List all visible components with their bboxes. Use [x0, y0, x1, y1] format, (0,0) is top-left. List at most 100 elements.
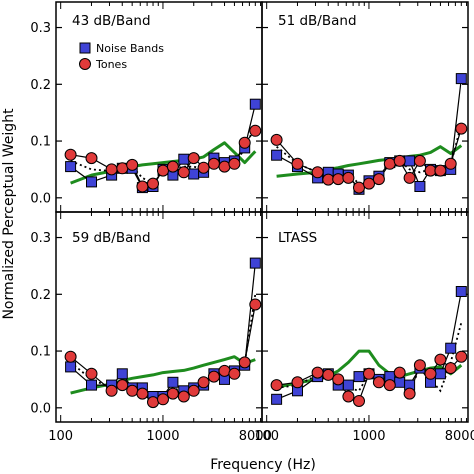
tone-point [136, 180, 149, 193]
tone-point [444, 157, 457, 170]
tone-point [322, 368, 335, 381]
noise-band-point [86, 379, 97, 391]
tone-point [455, 350, 468, 363]
tone-point [64, 148, 77, 161]
x-tick-label: 1000 [352, 429, 385, 444]
noise-band-point [271, 149, 283, 161]
tone-point [136, 387, 149, 400]
tone-point [270, 379, 283, 392]
tone-point [177, 166, 190, 179]
tone-point [270, 133, 283, 146]
y-tick-label: 0.2 [30, 78, 51, 93]
noise-band-point [116, 368, 128, 380]
panel-title: 59 dB/Band [72, 230, 151, 246]
tone-point [393, 366, 406, 379]
noise-band-point [445, 342, 457, 354]
tone-point [147, 396, 159, 409]
tone-point [105, 163, 118, 176]
y-axis-label: Normalized Perceptual Weight [1, 108, 17, 320]
y-tick-label: 0.0 [30, 401, 51, 416]
tone-point [126, 158, 139, 171]
tone-point [238, 356, 251, 369]
tone-point [403, 171, 416, 184]
panel-2: 51 dB/Band [261, 1, 469, 213]
tone-point [383, 157, 396, 170]
tone-point [197, 376, 210, 389]
noise-band-point [249, 98, 261, 110]
panels-group: 0.00.10.20.3 43 dB/Band 51 dB/Band0.00.10.… [30, 1, 474, 444]
x-tick-label: 1000 [146, 429, 179, 444]
tone-point [218, 160, 231, 173]
noise-band-point [65, 361, 77, 373]
tone-point [157, 393, 169, 406]
noise-band-point [455, 286, 467, 297]
noise-band-point [353, 371, 365, 383]
legend-tones-marker [79, 58, 91, 70]
tone-point [85, 367, 98, 380]
tone-point [197, 161, 210, 174]
tone-point [413, 359, 426, 372]
tone-point [342, 171, 355, 184]
tone-point [363, 177, 375, 190]
tone-point [372, 376, 385, 389]
noise-band-point [271, 393, 283, 405]
tone-point [424, 164, 437, 177]
noise-band-point [249, 257, 261, 269]
tone-point [444, 362, 457, 375]
noise-band-point [86, 176, 97, 188]
tone-point [187, 152, 200, 165]
tone-point [207, 157, 220, 170]
x-tick-label: 8000 [239, 429, 272, 444]
panel-title: 43 dB/Band [72, 13, 151, 29]
tone-point [434, 164, 447, 177]
x-axis-label: Frequency (Hz) [210, 457, 316, 473]
tone-point [413, 154, 426, 167]
x-tick-label: 8000 [445, 429, 474, 444]
x-tick-label: 100 [48, 429, 73, 444]
tone-point [238, 136, 251, 149]
tone-point [249, 298, 262, 311]
x-tick-label: 100 [254, 429, 279, 444]
noise-band-point [414, 181, 426, 192]
tone-point [228, 367, 241, 380]
tone-point [228, 157, 241, 170]
tone-point [393, 154, 406, 167]
noise-band-point [342, 379, 354, 391]
panel-title: LTASS [278, 230, 317, 246]
tone-point [187, 384, 200, 397]
tone-point [291, 157, 304, 170]
tone-point [218, 364, 231, 377]
noise-band-point [188, 168, 200, 180]
tone-point [332, 173, 345, 186]
tone-point [372, 173, 385, 186]
y-tick-label: 0.1 [30, 345, 51, 360]
tone-point [177, 390, 190, 403]
noise-band-point [167, 376, 179, 388]
panel-title: 51 dB/Band [278, 13, 357, 29]
legend-noise-bands-marker [79, 42, 91, 54]
tone-point [455, 122, 468, 135]
tone-point [116, 162, 129, 175]
panel-3: 0.0 0.1 0.2 0.3 100 1000 8000 59 dB/Band [30, 211, 272, 444]
tone-point [249, 124, 262, 137]
tone-point [126, 384, 139, 397]
tone-point [207, 370, 220, 383]
tone-point [322, 173, 335, 186]
panel-1: 0.0 0.1 0.2 0.3 43 dB/Band [30, 1, 263, 213]
tone-point [311, 166, 324, 179]
noise-band-point [178, 153, 190, 165]
y-tick-label: 0.1 [30, 135, 51, 150]
noise-band-point [434, 368, 446, 380]
legend-noise-bands-label: Noise Bands [96, 42, 164, 55]
tone-point [424, 367, 437, 380]
noise-band-point [404, 155, 416, 167]
tone-point [291, 376, 304, 389]
panel-4: 100 1000 8000 LTASS [254, 211, 474, 444]
y-tick-label: 0.3 [30, 231, 51, 246]
tone-point [105, 384, 118, 397]
tone-point [166, 387, 179, 400]
tone-point [383, 379, 396, 392]
tone-point [332, 373, 345, 386]
tone-point [434, 353, 447, 366]
